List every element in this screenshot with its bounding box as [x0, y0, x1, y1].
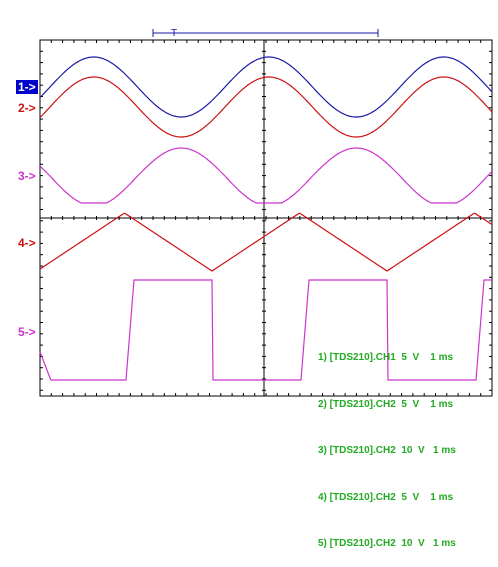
channel-4-marker[interactable]: 4-> — [18, 236, 36, 250]
trace-ch5 — [39, 279, 492, 381]
channel-5-marker[interactable]: 5-> — [18, 325, 36, 339]
trace-ch3 — [39, 147, 493, 204]
channel-legend: 1) [TDS210].CH1 5 V 1 ms 2) [TDS210].CH2… — [318, 319, 456, 567]
legend-entry-3: 3) [TDS210].CH2 10 V 1 ms — [318, 445, 456, 456]
trigger-marker[interactable]: T — [171, 28, 177, 39]
trace-ch1 — [39, 56, 493, 118]
legend-entry-4: 4) [TDS210].CH2 5 V 1 ms — [318, 491, 454, 503]
legend-entry-2: 2) [TDS210].CH2 5 V 1 ms — [318, 398, 454, 410]
legend-entry-5: 5) [TDS210].CH2 10 V 1 ms — [318, 538, 456, 549]
channel-1-marker[interactable]: 1-> — [16, 80, 38, 94]
channel-3-marker[interactable]: 3-> — [18, 169, 36, 183]
trace-ch4 — [39, 212, 493, 272]
channel-2-marker[interactable]: 2-> — [18, 101, 36, 115]
oscilloscope-display: T — [39, 28, 493, 397]
trace-ch2 — [39, 76, 493, 138]
legend-entry-1: 1) [TDS210].CH1 5 V 1 ms — [318, 352, 454, 363]
